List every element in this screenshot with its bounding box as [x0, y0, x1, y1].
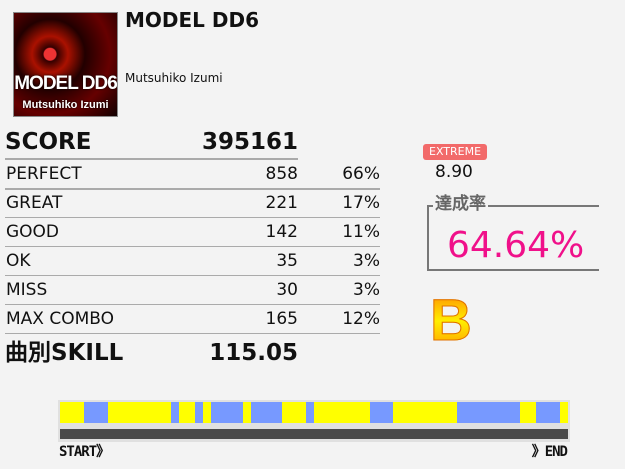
judgement-percent: 3%: [353, 251, 380, 271]
judgement-label: MAX COMBO: [6, 309, 115, 329]
timeline-segment-yellow: [107, 402, 172, 423]
timeline-segment-blue: [250, 402, 283, 423]
start-label: START》: [59, 444, 110, 460]
rank-grade: B: [430, 288, 473, 353]
judgement-count: 30: [276, 280, 298, 300]
timeline-segment-yellow: [242, 402, 251, 423]
score-label: SCORE: [5, 129, 92, 155]
timeline-segment-yellow: [282, 402, 307, 423]
judgement-percent: 11%: [342, 222, 380, 242]
achievement-box: [427, 205, 599, 271]
skill-row: 曲別SKILL 115.05: [5, 337, 298, 369]
timeline-graph: [58, 400, 570, 442]
timeline-segment-blue: [306, 402, 314, 423]
achievement-label: 達成率: [433, 194, 488, 214]
judgement-timeline: [60, 402, 568, 423]
timeline-segment-blue: [171, 402, 180, 423]
judgement-count: 165: [265, 309, 298, 329]
judgement-label: MISS: [6, 280, 48, 300]
judgement-count: 221: [265, 193, 298, 213]
jacket-title-text: MODEL DD6: [14, 73, 117, 94]
judgement-percent: 17%: [342, 193, 380, 213]
timeline-segment-blue: [210, 402, 243, 423]
timeline-segment-blue: [194, 402, 203, 423]
timeline-segment-yellow: [179, 402, 195, 423]
judgement-row-perfect: PERFECT 858 66%: [5, 160, 380, 190]
judgement-row-great: GREAT 221 17%: [5, 189, 380, 218]
score-row: SCORE 395161: [5, 126, 298, 160]
judgement-count: 858: [265, 164, 298, 184]
judgement-percent: 66%: [342, 164, 380, 184]
timeline-segment-yellow: [202, 402, 211, 423]
judgement-percent: 3%: [353, 280, 380, 300]
judgement-label: PERFECT: [6, 164, 82, 184]
song-artist: Mutsuhiko Izumi: [125, 71, 223, 85]
timeline-segment-yellow: [393, 402, 457, 423]
end-label: 》END: [531, 444, 568, 460]
album-jacket: MODEL DD6 Mutsuhiko Izumi: [13, 12, 118, 117]
timeline-segment-yellow: [314, 402, 370, 423]
judgement-row-max-combo: MAX COMBO 165 12%: [5, 305, 380, 334]
timeline-segment-blue: [369, 402, 394, 423]
timeline-segment-yellow: [60, 402, 84, 423]
score-value: 395161: [201, 129, 298, 155]
judgement-row-miss: MISS 30 3%: [5, 276, 380, 305]
timeline-segment-blue: [83, 402, 108, 423]
skill-value: 115.05: [209, 340, 298, 366]
judgement-label: GREAT: [6, 193, 63, 213]
judgement-count: 35: [276, 251, 298, 271]
judgement-count: 142: [265, 222, 298, 242]
progress-bar: [60, 429, 568, 439]
timeline-segment-yellow: [560, 402, 568, 423]
judgement-label: OK: [6, 251, 31, 271]
judgement-row-ok: OK 35 3%: [5, 247, 380, 276]
judgement-percent: 12%: [342, 309, 380, 329]
judgement-label: GOOD: [6, 222, 60, 242]
difficulty-level: 8.90: [435, 162, 473, 182]
judgement-row-good: GOOD 142 11%: [5, 218, 380, 247]
difficulty-badge: EXTREME: [423, 144, 488, 160]
achievement-value: 64.64%: [447, 225, 585, 266]
skill-label: 曲別SKILL: [5, 340, 124, 366]
timeline-segment-yellow: [520, 402, 537, 423]
jacket-artist-text: Mutsuhiko Izumi: [22, 99, 109, 111]
timeline-segment-blue: [536, 402, 561, 423]
song-title: MODEL DD6: [125, 8, 259, 32]
timeline-segment-blue: [456, 402, 521, 423]
